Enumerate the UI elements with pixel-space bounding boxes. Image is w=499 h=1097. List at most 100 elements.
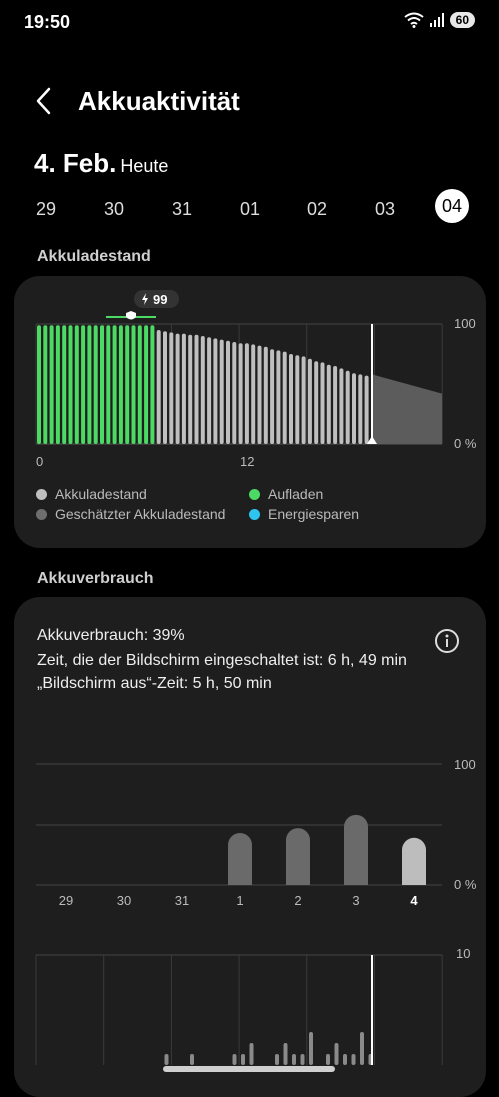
level-bar (49, 325, 54, 444)
signal-icon (429, 13, 444, 27)
hourly-usage-chart: 10 (35, 946, 470, 1065)
level-bar (150, 325, 155, 444)
hourly-bar (275, 1054, 279, 1065)
level-bar (358, 374, 363, 444)
usage-x-label: 3 (352, 893, 359, 908)
level-x-label-12: 12 (240, 454, 254, 469)
home-indicator[interactable] (163, 1066, 335, 1072)
hourly-bar (326, 1054, 330, 1065)
daily-usage-chart: 100 0 % 29 30 31 1 2 3 4 (36, 757, 477, 908)
day-03[interactable]: 03 (374, 199, 396, 219)
legend-dot (249, 488, 260, 500)
usage-x-label: 4 (410, 893, 418, 908)
info-icon[interactable] (434, 628, 460, 654)
legend-dot (36, 508, 47, 520)
hourly-bar (351, 1054, 356, 1065)
usage-x-label: 1 (236, 893, 243, 908)
shield-icon (126, 311, 136, 320)
day-02[interactable]: 02 (306, 199, 328, 219)
level-bar (244, 343, 249, 444)
level-bar (307, 358, 312, 444)
estimated-level-area (372, 374, 442, 444)
legend-akkuladestand: Akkuladestand (36, 486, 147, 502)
level-bar (282, 351, 287, 444)
level-bar (276, 350, 281, 444)
page-title: Akkuaktivität (78, 86, 240, 116)
level-bar (238, 343, 243, 444)
usage-x-label: 29 (59, 893, 73, 908)
level-bar (55, 325, 60, 444)
battery-level-chart: 99 100 0 % 0 12 (35, 290, 477, 469)
level-y-min: 0 % (454, 436, 477, 451)
level-bar (219, 339, 224, 444)
hourly-bar (283, 1043, 288, 1065)
level-bar (352, 373, 356, 444)
level-bar (207, 337, 212, 444)
legend-label: Akkuladestand (55, 486, 147, 502)
level-bar (112, 325, 117, 444)
wifi-icon (404, 12, 424, 28)
level-bar (37, 325, 41, 444)
level-bar (301, 356, 306, 444)
hourly-bar (309, 1032, 313, 1065)
level-bar (295, 355, 300, 444)
level-bar (314, 361, 319, 444)
usage-section-title: Akkuverbrauch (37, 570, 154, 587)
level-bar (87, 325, 92, 444)
legend-label: Aufladen (268, 486, 324, 502)
date-main: 4. Feb. (34, 148, 117, 178)
legend-dot (36, 488, 47, 500)
hourly-bar (232, 1054, 237, 1065)
level-bar (169, 332, 174, 444)
day-30[interactable]: 30 (103, 199, 125, 219)
level-bar (74, 325, 79, 444)
level-bar (200, 336, 205, 444)
back-arrow-icon[interactable] (30, 86, 60, 116)
level-bar (125, 325, 130, 444)
hourly-bar (164, 1054, 169, 1065)
usage-x-label: 31 (175, 893, 189, 908)
hourly-bar (292, 1054, 296, 1065)
level-bar (156, 330, 161, 444)
legend-aufladen: Aufladen (249, 486, 323, 502)
level-bar (232, 342, 237, 444)
day-04-selected[interactable]: 04 (435, 189, 469, 223)
level-bar (194, 334, 199, 444)
day-31[interactable]: 31 (171, 199, 193, 219)
selected-date: 4. Feb. Heute (34, 148, 168, 179)
level-bar (106, 325, 111, 444)
level-bar (188, 334, 193, 444)
level-section-title: Akkuladestand (37, 248, 151, 265)
day-01[interactable]: 01 (239, 199, 261, 219)
charge-peak-badge: 99 (134, 290, 179, 308)
legend-dot (249, 508, 260, 520)
level-bar (364, 375, 369, 444)
battery-indicator: 60 (449, 12, 475, 28)
screen-off-time: „Bildschirm aus“-Zeit: 5 h, 50 min (37, 675, 272, 692)
hourly-bar (249, 1043, 254, 1065)
usage-bar (286, 828, 310, 885)
level-bar (339, 368, 344, 444)
level-bar (43, 325, 48, 444)
usage-bar (344, 814, 368, 885)
level-bar (226, 340, 230, 444)
level-bar (163, 331, 167, 444)
screen-on-time: Zeit, die der Bildschirm eingeschaltet i… (37, 652, 407, 669)
level-bar (320, 362, 325, 444)
now-marker-icon (367, 436, 377, 444)
badge-value: 99 (153, 292, 167, 307)
status-icons: 60 (404, 12, 475, 28)
level-bar (289, 354, 293, 444)
usage-bar (228, 832, 252, 885)
day-29[interactable]: 29 (35, 199, 57, 219)
legend-label: Energiesparen (268, 506, 360, 522)
level-bar (270, 349, 275, 444)
level-bar (100, 325, 104, 444)
legend-label: Geschätzter Akkuladestand (55, 506, 226, 522)
lightning-icon (142, 293, 148, 305)
level-bar (68, 325, 73, 444)
level-bar (326, 364, 331, 444)
level-bar (263, 346, 268, 444)
hourly-bar (334, 1043, 339, 1065)
legend-geschaetzt: Geschätzter Akkuladestand (36, 506, 225, 522)
